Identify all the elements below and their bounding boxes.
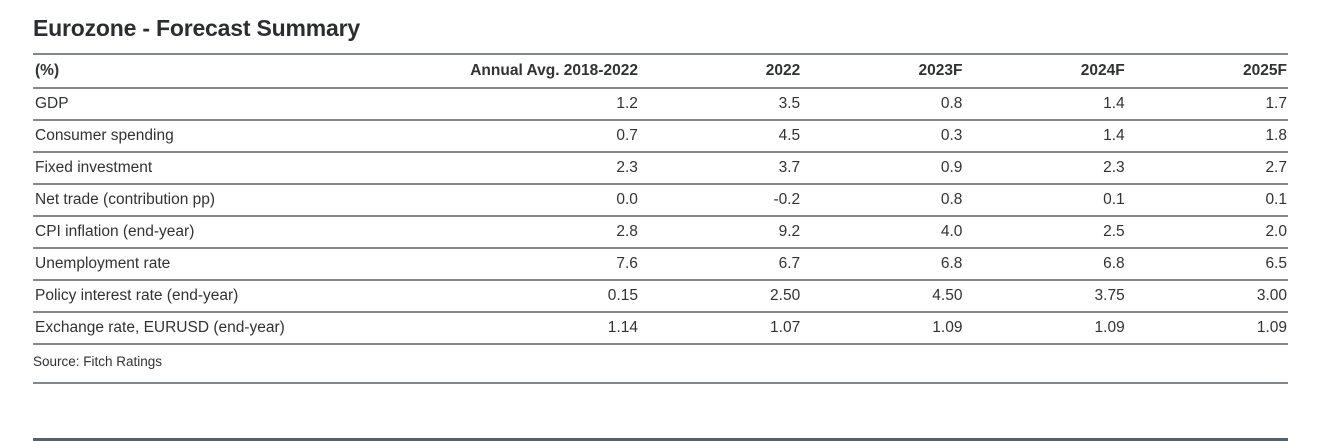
table-row-gdp: GDP 1.2 3.5 0.8 1.4 1.7 xyxy=(33,88,1288,121)
value-cell: 0.15 xyxy=(413,280,639,313)
table-header-row: (%) Annual Avg. 2018-2022 2022 2023F 202… xyxy=(33,54,1288,89)
value-cell: 0.1 xyxy=(1125,184,1288,217)
table-row-cpi-inflation: CPI inflation (end-year) 2.8 9.2 4.0 2.5… xyxy=(33,216,1288,249)
value-cell: 6.5 xyxy=(1125,248,1288,281)
value-cell: 1.8 xyxy=(1125,120,1288,153)
value-cell: 2.8 xyxy=(413,216,639,249)
table-row-net-trade: Net trade (contribution pp) 0.0 -0.2 0.8… xyxy=(33,184,1288,217)
table-row-fixed-investment: Fixed investment 2.3 3.7 0.9 2.3 2.7 xyxy=(33,152,1288,185)
row-label-cell: Consumer spending xyxy=(33,120,414,153)
value-cell: 2.5 xyxy=(963,216,1126,249)
column-header-2024f: 2024F xyxy=(963,54,1126,89)
value-cell: 3.7 xyxy=(638,152,802,185)
column-header-2023f: 2023F xyxy=(801,54,964,89)
value-cell: 3.75 xyxy=(963,280,1126,313)
column-header-2022: 2022 xyxy=(638,54,802,89)
value-cell: 2.3 xyxy=(413,152,639,185)
value-cell: 4.0 xyxy=(801,216,964,249)
value-cell: 3.5 xyxy=(638,88,802,121)
row-label-cell: Net trade (contribution pp) xyxy=(33,184,414,217)
table-row-exchange-rate: Exchange rate, EURUSD (end-year) 1.14 1.… xyxy=(33,312,1288,345)
source-note: Source: Fitch Ratings xyxy=(33,354,163,369)
value-cell: 6.8 xyxy=(963,248,1126,281)
column-header-unit: (%) xyxy=(33,54,414,89)
forecast-table: (%) Annual Avg. 2018-2022 2022 2023F 202… xyxy=(33,53,1288,345)
row-label-cell: Policy interest rate (end-year) xyxy=(33,280,414,313)
table-row-policy-interest-rate: Policy interest rate (end-year) 0.15 2.5… xyxy=(33,280,1288,313)
value-cell: 0.9 xyxy=(801,152,964,185)
value-cell: 7.6 xyxy=(413,248,639,281)
table-row-unemployment-rate: Unemployment rate 7.6 6.7 6.8 6.8 6.5 xyxy=(33,248,1288,281)
value-cell: 0.8 xyxy=(801,184,964,217)
row-label-cell: CPI inflation (end-year) xyxy=(33,216,414,249)
value-cell: 1.09 xyxy=(801,312,964,345)
value-cell: 0.3 xyxy=(801,120,964,153)
value-cell: 6.7 xyxy=(638,248,802,281)
value-cell: 0.8 xyxy=(801,88,964,121)
value-cell: 2.7 xyxy=(1125,152,1288,185)
value-cell: 2.3 xyxy=(963,152,1126,185)
value-cell: 0.0 xyxy=(413,184,639,217)
value-cell: 9.2 xyxy=(638,216,802,249)
row-label-cell: Fixed investment xyxy=(33,152,414,185)
value-cell: 3.00 xyxy=(1125,280,1288,313)
value-cell: 4.50 xyxy=(801,280,964,313)
table-row-consumer-spending: Consumer spending 0.7 4.5 0.3 1.4 1.8 xyxy=(33,120,1288,153)
source-divider-rule xyxy=(33,382,1288,384)
column-header-annual-avg: Annual Avg. 2018-2022 xyxy=(413,54,639,89)
value-cell: 1.09 xyxy=(1125,312,1288,345)
value-cell: 6.8 xyxy=(801,248,964,281)
value-cell: 1.7 xyxy=(1125,88,1288,121)
value-cell: 1.07 xyxy=(638,312,802,345)
column-header-2025f: 2025F xyxy=(1125,54,1288,89)
value-cell: 0.1 xyxy=(963,184,1126,217)
row-label-cell: Exchange rate, EURUSD (end-year) xyxy=(33,312,414,345)
page-title: Eurozone - Forecast Summary xyxy=(33,15,360,41)
row-label-cell: Unemployment rate xyxy=(33,248,414,281)
value-cell: 4.5 xyxy=(638,120,802,153)
value-cell: 1.09 xyxy=(963,312,1126,345)
value-cell: 2.0 xyxy=(1125,216,1288,249)
value-cell: 1.2 xyxy=(413,88,639,121)
value-cell: 1.4 xyxy=(963,88,1126,121)
value-cell: 2.50 xyxy=(638,280,802,313)
row-label-cell: GDP xyxy=(33,88,414,121)
value-cell: -0.2 xyxy=(638,184,802,217)
value-cell: 1.4 xyxy=(963,120,1126,153)
value-cell: 1.14 xyxy=(413,312,639,345)
value-cell: 0.7 xyxy=(413,120,639,153)
